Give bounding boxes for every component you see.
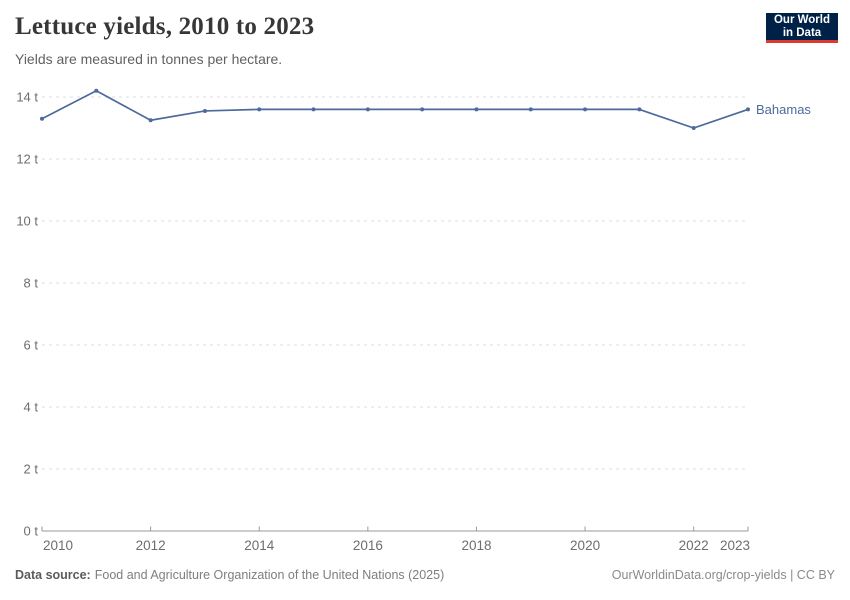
x-tick-label: 2018 <box>461 538 491 553</box>
data-source-text: Food and Agriculture Organization of the… <box>94 568 445 582</box>
y-tick-label: 12 t <box>16 152 38 167</box>
data-point[interactable] <box>420 107 425 112</box>
series-line[interactable] <box>41 89 749 129</box>
x-tick-label: 2010 <box>43 538 73 553</box>
data-point[interactable] <box>148 118 153 123</box>
chart-subtitle: Yields are measured in tonnes per hectar… <box>15 51 283 67</box>
data-point[interactable] <box>40 116 44 121</box>
owid-logo-line2: in Data <box>782 26 822 39</box>
data-point[interactable] <box>311 107 316 112</box>
data-point[interactable] <box>257 107 262 112</box>
y-tick-label: 0 t <box>24 524 39 539</box>
data-source-label: Data source: <box>15 568 91 582</box>
owid-logo[interactable]: Our World in Data <box>766 13 838 43</box>
data-point[interactable] <box>202 108 207 113</box>
data-point[interactable] <box>583 107 588 112</box>
y-tick-label: 14 t <box>16 90 38 105</box>
y-tick-label: 6 t <box>24 338 39 353</box>
chart-footer: Data source: Food and Agriculture Organiz… <box>15 568 835 582</box>
y-tick-label: 8 t <box>24 276 39 291</box>
data-point[interactable] <box>691 126 696 130</box>
x-tick-label: 2022 <box>679 538 709 553</box>
x-tick-label: 2020 <box>570 538 600 553</box>
data-source: Data source: Food and Agriculture Organiz… <box>15 568 444 582</box>
owid-logo-line1: Our World <box>773 13 830 26</box>
chart-title: Lettuce yields, 2010 to 2023 <box>15 13 315 40</box>
y-tick-label: 10 t <box>16 214 38 229</box>
data-point[interactable] <box>474 107 479 112</box>
data-point[interactable] <box>637 107 642 112</box>
series-label[interactable]: Bahamas <box>756 102 811 117</box>
license-credit: OurWorldinData.org/crop-yields | CC BY <box>611 568 835 582</box>
data-point[interactable] <box>528 107 533 112</box>
x-tick-label: 2012 <box>136 538 166 553</box>
data-point[interactable] <box>365 107 370 112</box>
y-tick-label: 2 t <box>24 462 39 477</box>
data-point[interactable] <box>746 107 750 112</box>
x-tick-label: 2014 <box>244 538 275 553</box>
x-tick-label: 2016 <box>353 538 383 553</box>
x-tick-label: 2023 <box>720 538 750 553</box>
data-point[interactable] <box>94 88 99 93</box>
y-tick-label: 4 t <box>24 400 39 415</box>
